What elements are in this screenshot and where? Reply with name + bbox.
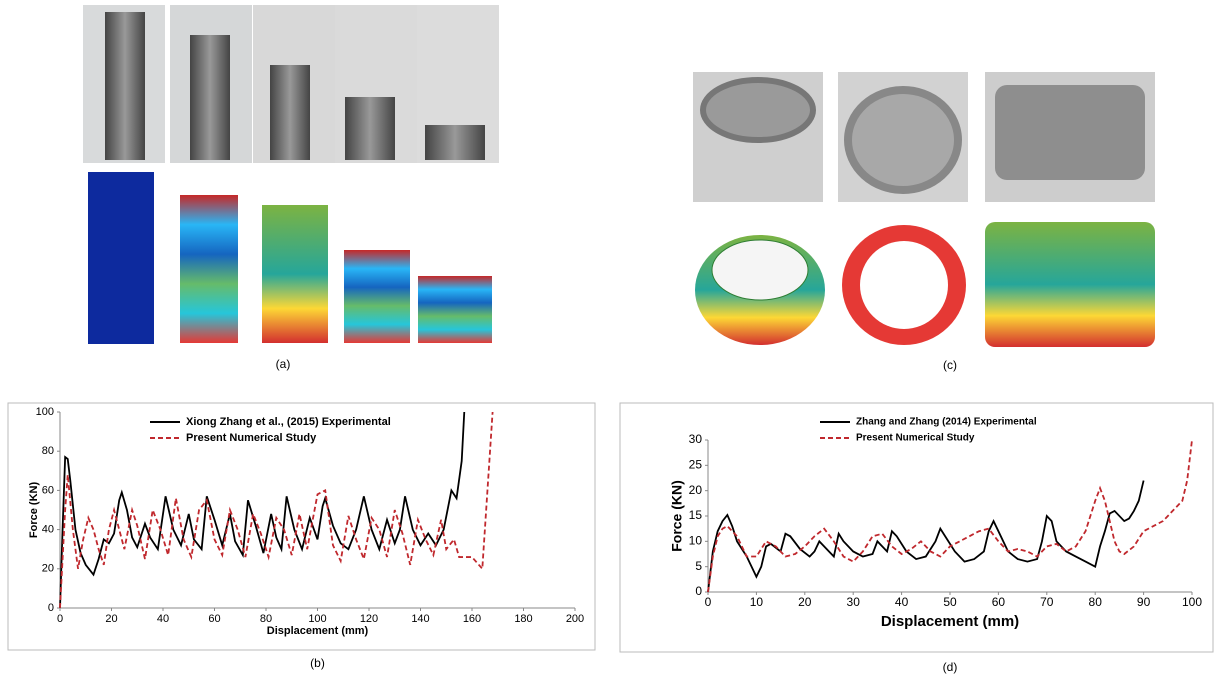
series-line — [708, 481, 1144, 592]
legend-label: Zhang and Zhang (2014) Experimental — [856, 417, 1037, 428]
x-tick-label: 20 — [798, 595, 812, 609]
panel-caption: (b) — [310, 656, 325, 670]
x-tick-label: 40 — [895, 595, 909, 609]
x-tick-label: 80 — [1089, 595, 1103, 609]
y-tick-label: 40 — [42, 524, 54, 536]
x-tick-label: 20 — [105, 613, 117, 625]
y-tick-label: 25 — [689, 458, 703, 472]
x-tick-label: 140 — [411, 613, 429, 625]
x-tick-label: 70 — [1040, 595, 1054, 609]
x-tick-label: 80 — [260, 613, 272, 625]
figure: (a) (c) 02040608010002040608010012014016… — [0, 0, 1221, 679]
panel-caption: (d) — [943, 660, 958, 674]
y-tick-label: 20 — [689, 483, 703, 497]
x-tick-label: 60 — [208, 613, 220, 625]
x-tick-label: 0 — [57, 613, 63, 625]
y-tick-label: 0 — [695, 584, 702, 598]
x-tick-label: 0 — [705, 595, 712, 609]
x-tick-label: 40 — [157, 613, 169, 625]
legend-label: Present Numerical Study — [186, 432, 317, 444]
y-axis-label: Force (KN) — [669, 480, 685, 552]
x-tick-label: 200 — [566, 613, 584, 625]
y-tick-label: 20 — [42, 563, 54, 575]
x-tick-label: 60 — [992, 595, 1006, 609]
x-axis-label: Displacement (mm) — [881, 613, 1019, 630]
x-tick-label: 10 — [750, 595, 764, 609]
x-tick-label: 50 — [943, 595, 957, 609]
y-tick-label: 10 — [689, 534, 703, 548]
y-tick-label: 5 — [695, 559, 702, 573]
panel-a-images — [83, 5, 499, 344]
x-tick-label: 160 — [463, 613, 481, 625]
panel-caption: (c) — [943, 358, 957, 372]
x-tick-label: 90 — [1137, 595, 1151, 609]
y-tick-label: 30 — [689, 432, 703, 446]
x-tick-label: 120 — [360, 613, 378, 625]
x-axis-label: Displacement (mm) — [267, 625, 369, 637]
y-tick-label: 80 — [42, 445, 54, 457]
x-tick-label: 100 — [1182, 595, 1202, 609]
legend-label: Present Numerical Study — [856, 433, 975, 444]
y-axis-label: Force (KN) — [28, 482, 40, 539]
legend-label: Xiong Zhang et al., (2015) Experimental — [186, 416, 391, 428]
y-tick-label: 15 — [689, 508, 703, 522]
panel-c-images — [693, 72, 1155, 347]
y-tick-label: 0 — [48, 602, 54, 614]
y-tick-label: 100 — [36, 406, 54, 418]
y-tick-label: 60 — [42, 484, 54, 496]
x-tick-label: 180 — [514, 613, 532, 625]
x-tick-label: 100 — [308, 613, 326, 625]
panel-caption: (a) — [276, 357, 291, 371]
x-tick-label: 30 — [847, 595, 861, 609]
